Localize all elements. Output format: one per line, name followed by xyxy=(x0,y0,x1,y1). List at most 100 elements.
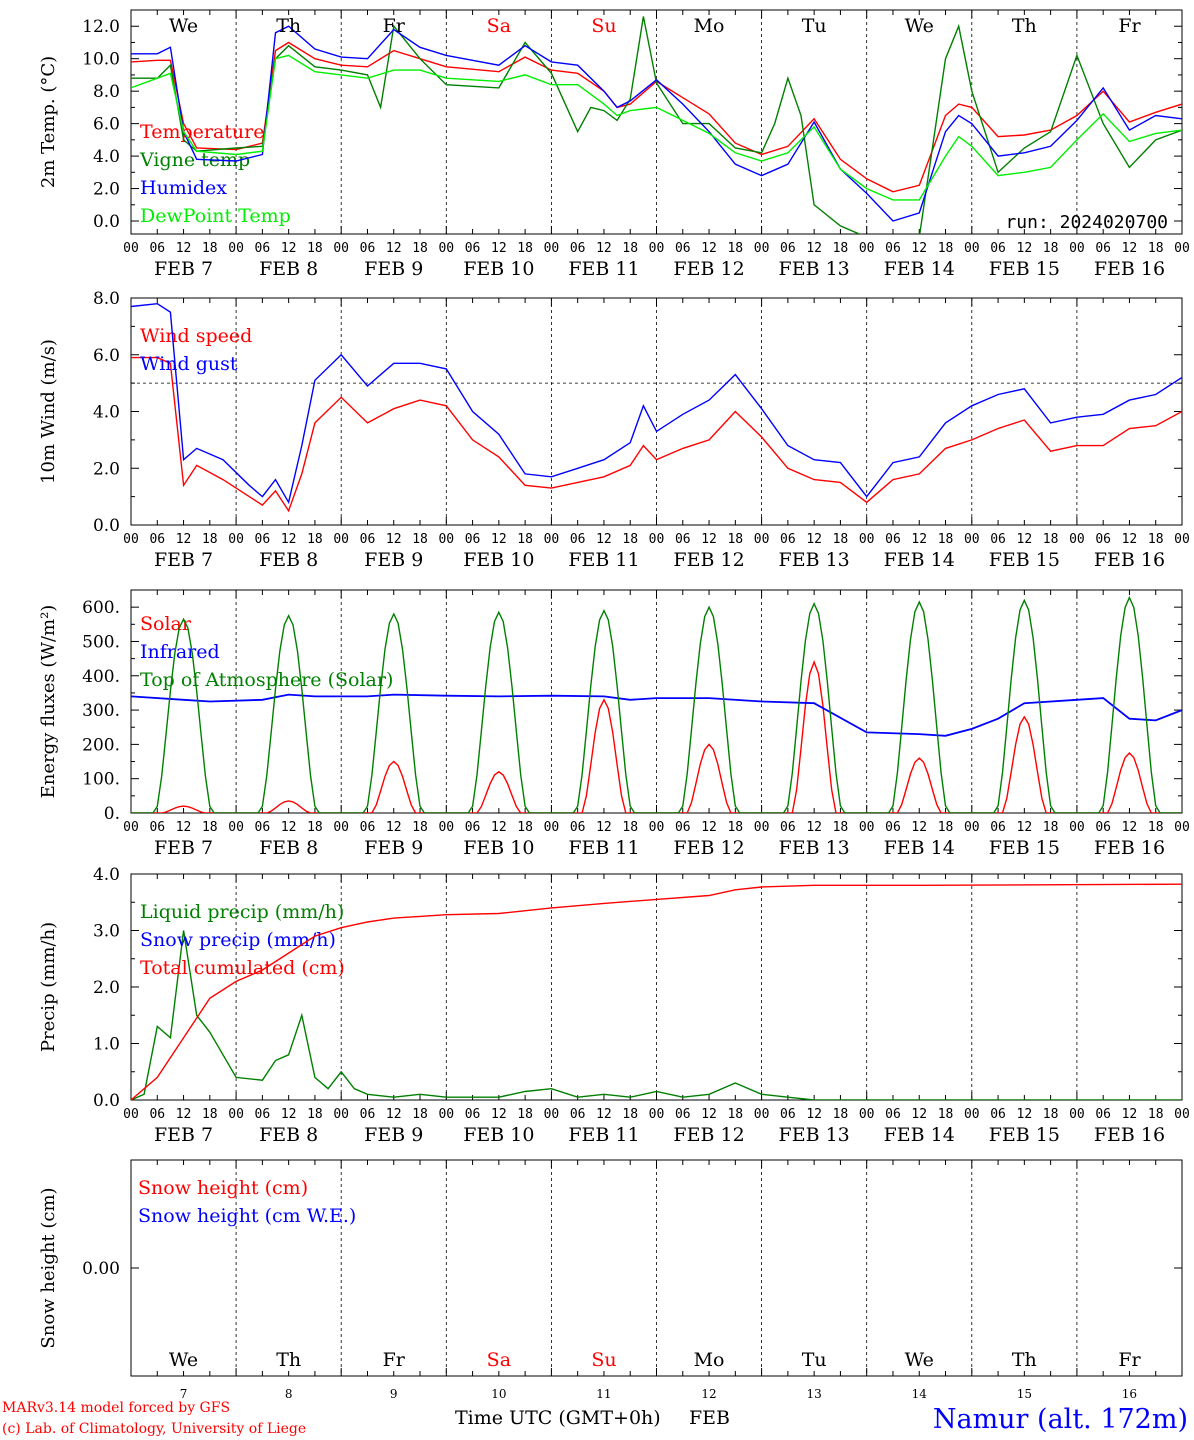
hour-label: 18 xyxy=(307,532,323,547)
hour-label: 00 xyxy=(438,820,454,835)
hour-label: 18 xyxy=(412,1107,428,1122)
series-line-1 xyxy=(131,302,1182,505)
y-tick-label: 2.0 xyxy=(93,978,120,998)
hour-label: 12 xyxy=(176,241,192,256)
hour-label: 12 xyxy=(596,1107,612,1122)
legend-entry: Total cumulated (cm) xyxy=(140,957,345,979)
hour-label: 18 xyxy=(202,1107,218,1122)
y-tick-label: 3.0 xyxy=(93,922,120,942)
hour-label: 06 xyxy=(149,532,165,547)
hour-label: 12 xyxy=(1017,820,1033,835)
hour-label: 00 xyxy=(123,241,139,256)
date-label: FEB 16 xyxy=(1094,837,1165,859)
hour-label: 12 xyxy=(701,532,717,547)
hour-label: 12 xyxy=(281,241,297,256)
hour-label: 00 xyxy=(438,241,454,256)
hour-label: 00 xyxy=(333,241,349,256)
station-label: Namur (alt. 172m) xyxy=(933,1404,1188,1435)
hour-label: 12 xyxy=(596,532,612,547)
hour-label: 06 xyxy=(149,820,165,835)
hour-label: 18 xyxy=(833,532,849,547)
weekday-label: Fr xyxy=(1118,15,1141,37)
date-label: FEB 8 xyxy=(259,837,318,859)
weekday-label: Th xyxy=(1012,1349,1037,1371)
date-label: FEB 13 xyxy=(779,258,850,280)
day-number: 12 xyxy=(701,1387,716,1401)
hour-label: 18 xyxy=(938,241,954,256)
y-axis-label: Precip (mm/h) xyxy=(38,922,59,1052)
run-label: run: 2024020700 xyxy=(1005,212,1168,233)
y-tick-label: 600. xyxy=(82,598,120,618)
hour-label: 06 xyxy=(360,532,376,547)
y-tick-label: 0.00 xyxy=(82,1259,120,1279)
date-label: FEB 7 xyxy=(154,837,213,859)
hour-label: 12 xyxy=(911,241,927,256)
date-label: FEB 7 xyxy=(154,258,213,280)
date-label: FEB 11 xyxy=(568,258,639,280)
hour-label: 12 xyxy=(806,241,822,256)
hour-label: 18 xyxy=(833,241,849,256)
hour-label: 18 xyxy=(727,532,743,547)
hour-label: 00 xyxy=(333,1107,349,1122)
hour-label: 18 xyxy=(727,820,743,835)
series-line-0 xyxy=(131,659,1182,813)
day-number: 16 xyxy=(1122,1387,1137,1401)
date-label: FEB 16 xyxy=(1094,258,1165,280)
hour-label: 00 xyxy=(1069,1107,1085,1122)
weekday-label: Sa xyxy=(487,15,511,37)
legend-entry: DewPoint Temp xyxy=(140,205,291,227)
hour-label: 18 xyxy=(412,241,428,256)
x-axis-label: Time UTC (GMT+0h) xyxy=(455,1407,661,1429)
y-tick-label: 8.0 xyxy=(93,289,120,309)
legend-entry: Solar xyxy=(140,613,192,635)
hour-label: 12 xyxy=(911,532,927,547)
hour-label: 06 xyxy=(149,1107,165,1122)
hour-label: 00 xyxy=(1174,820,1190,835)
day-number: 11 xyxy=(596,1387,611,1401)
weekday-label: Th xyxy=(276,15,301,37)
date-label: FEB 16 xyxy=(1094,549,1165,571)
hour-label: 18 xyxy=(412,532,428,547)
hour-label: 12 xyxy=(176,532,192,547)
weekday-label: Th xyxy=(1012,15,1037,37)
hour-label: 06 xyxy=(570,241,586,256)
hour-label: 12 xyxy=(1122,1107,1138,1122)
hour-label: 00 xyxy=(964,532,980,547)
hour-label: 12 xyxy=(911,1107,927,1122)
series-line-1 xyxy=(131,693,1182,737)
hour-label: 06 xyxy=(675,532,691,547)
hour-label: 12 xyxy=(491,241,507,256)
credit-line-2: (c) Lab. of Climatology, University of L… xyxy=(2,1421,306,1437)
hour-label: 12 xyxy=(281,820,297,835)
hour-label: 06 xyxy=(255,820,271,835)
date-label: FEB 14 xyxy=(884,258,955,280)
series-line-1 xyxy=(131,16,1182,234)
series-line-0 xyxy=(131,41,1182,193)
legend-entry: Snow precip (mm/h) xyxy=(140,929,336,951)
hour-label: 12 xyxy=(806,532,822,547)
hour-label: 12 xyxy=(386,1107,402,1122)
panels: 0.0 2.0 4.0 6.0 8.0 10.0 12.0 2m Temp. (°C) Temp… xyxy=(38,9,1190,1401)
hour-label: 18 xyxy=(1148,1107,1164,1122)
hour-label: 12 xyxy=(1122,820,1138,835)
hour-label: 00 xyxy=(754,1107,770,1122)
hour-label: 00 xyxy=(228,820,244,835)
hour-label: 18 xyxy=(833,1107,849,1122)
hour-label: 18 xyxy=(622,532,638,547)
hour-label: 12 xyxy=(701,1107,717,1122)
date-label: FEB 12 xyxy=(673,837,744,859)
hour-label: 06 xyxy=(675,241,691,256)
weekday-label: We xyxy=(905,15,934,37)
hour-label: 18 xyxy=(622,1107,638,1122)
date-label: FEB 11 xyxy=(568,549,639,571)
date-label: FEB 10 xyxy=(463,1124,534,1146)
weekday-label: We xyxy=(169,15,198,37)
day-number: 15 xyxy=(1017,1387,1032,1401)
hour-label: 18 xyxy=(833,820,849,835)
hour-label: 18 xyxy=(517,241,533,256)
hour-label: 00 xyxy=(544,241,560,256)
credit-line-1: MARv3.14 model forced by GFS xyxy=(2,1400,230,1416)
y-tick-label: 8.0 xyxy=(93,82,120,102)
hour-label: 12 xyxy=(596,820,612,835)
weekday-label: Su xyxy=(591,15,616,37)
